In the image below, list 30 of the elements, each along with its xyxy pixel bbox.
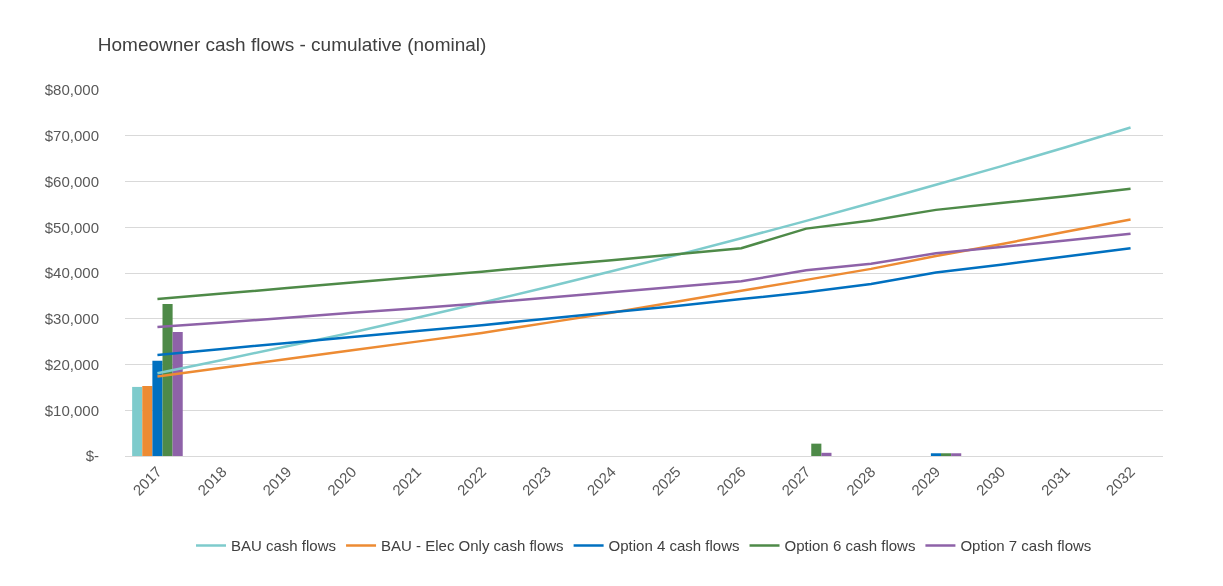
y-tick-label: $70,000	[44, 127, 99, 144]
y-tick-label: $-	[85, 447, 99, 465]
y-tick-label: $80,000	[44, 81, 99, 99]
legend-label: Option 6 cash flows	[784, 537, 916, 555]
y-tick-label: $10,000	[44, 401, 99, 419]
y-tick-label: $30,000	[44, 310, 99, 327]
y-tick-label: $40,000	[44, 264, 99, 282]
y-tick-label: $20,000	[44, 355, 99, 373]
bar	[941, 453, 952, 456]
y-tick-label: $60,000	[44, 172, 99, 190]
line-series	[156, 247, 1132, 357]
bar	[811, 443, 822, 456]
line-series	[156, 126, 1132, 375]
bar	[930, 453, 941, 456]
legend-label: Option 7 cash flows	[960, 537, 1092, 555]
bar	[132, 386, 143, 456]
chart-title: Homeowner cash flows - cumulative (nominal)	[97, 34, 487, 56]
legend-label: BAU - Elec Only cash flows	[381, 537, 564, 555]
bar	[172, 332, 183, 456]
bar	[951, 453, 962, 456]
y-tick-label: $50,000	[44, 218, 99, 236]
legend-label: Option 4 cash flows	[608, 537, 740, 555]
bar	[162, 304, 173, 456]
bar	[142, 386, 153, 456]
legend-label: BAU cash flows	[231, 537, 337, 555]
line-series	[156, 232, 1132, 329]
line-series	[156, 187, 1132, 301]
bar	[152, 360, 163, 456]
line-series	[156, 218, 1132, 378]
bar	[821, 452, 832, 456]
